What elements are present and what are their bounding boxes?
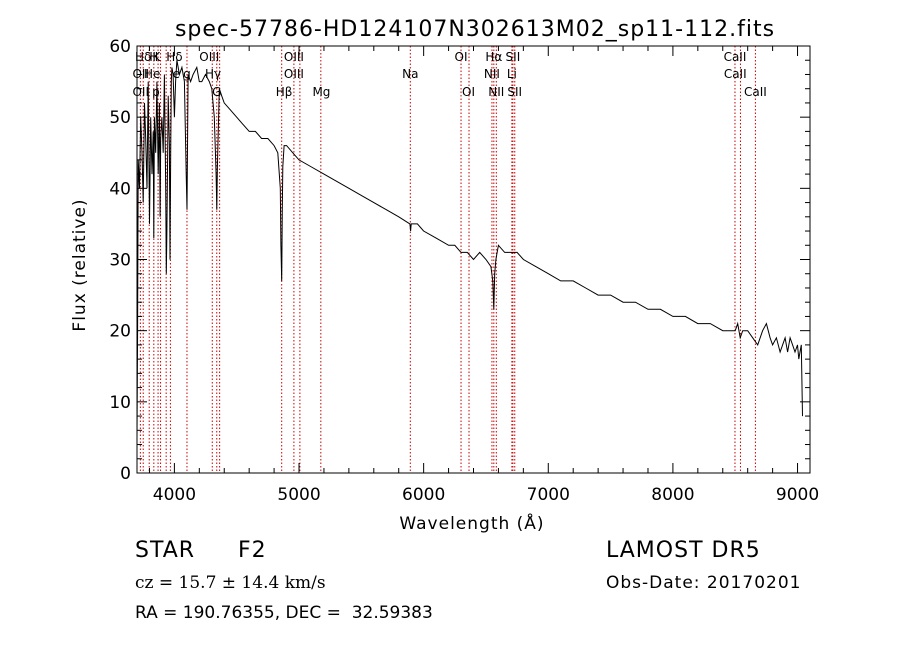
spectrum-line (136, 60, 803, 438)
line-label: p (152, 85, 160, 99)
obs-date: Obs-Date: 20170201 (606, 573, 802, 593)
line-label: NII (488, 85, 504, 99)
y-tick-label: 40 (109, 179, 131, 199)
line-label: Na (402, 67, 418, 81)
x-axis: 4000 5000 6000 7000 8000 9000 (148, 46, 819, 505)
line-label: Li (507, 67, 517, 81)
y-tick-label: 10 (109, 393, 131, 413)
coordinates: RA = 190.76355, DEC = 32.59383 (135, 603, 433, 623)
line-label: OIII (199, 50, 219, 64)
y-tick-label: 30 (109, 251, 131, 271)
line-label: CaII (744, 85, 767, 99)
x-tick-label: 8000 (651, 485, 694, 505)
line-label: K (152, 50, 161, 64)
y-tick-label: 20 (109, 322, 131, 342)
survey-name: LAMOST DR5 (606, 538, 761, 563)
x-axis-label: Wavelength (Å) (399, 512, 544, 534)
x-tick-label: 7000 (527, 485, 570, 505)
line-label: H (149, 50, 158, 64)
object-class: STAR (135, 538, 196, 563)
line-label: OII (132, 85, 149, 99)
line-label: Hα (485, 50, 502, 64)
line-label: CaII (724, 67, 747, 81)
line-label: OIII (284, 67, 304, 81)
x-tick-label: 6000 (402, 485, 445, 505)
chart-title: spec-57786-HD124107N302613M02_sp11-112.f… (175, 17, 775, 42)
line-label: He (144, 67, 160, 81)
line-label: OI (455, 50, 468, 64)
x-tick-label: 5000 (277, 485, 320, 505)
x-tick-label: 9000 (776, 485, 819, 505)
line-label: OI (462, 85, 475, 99)
y-tick-label: 0 (120, 464, 131, 484)
line-label: Hγ (205, 67, 221, 81)
line-label: CaII (724, 50, 747, 64)
redshift-text: cz = 15.7 ± 14.4 km/s (135, 573, 326, 593)
object-subclass: F2 (238, 538, 267, 563)
y-axis-label: Flux (relative) (70, 198, 90, 331)
line-label: G (212, 85, 221, 99)
line-markers (139, 46, 756, 473)
y-tick-label: 50 (109, 108, 131, 128)
line-label: Mg (312, 85, 330, 99)
line-label: SII (506, 50, 521, 64)
line-label: Hδ (166, 50, 182, 64)
line-label: g (183, 67, 191, 81)
line-label: NII (484, 67, 500, 81)
line-label: Hβ (276, 85, 293, 99)
y-axis: 0 10 20 30 40 50 60 (109, 37, 810, 484)
line-label: SII (507, 85, 522, 99)
y-tick-label: 60 (109, 37, 131, 57)
x-tick-label: 4000 (153, 485, 196, 505)
line-label: OIII (284, 50, 304, 64)
